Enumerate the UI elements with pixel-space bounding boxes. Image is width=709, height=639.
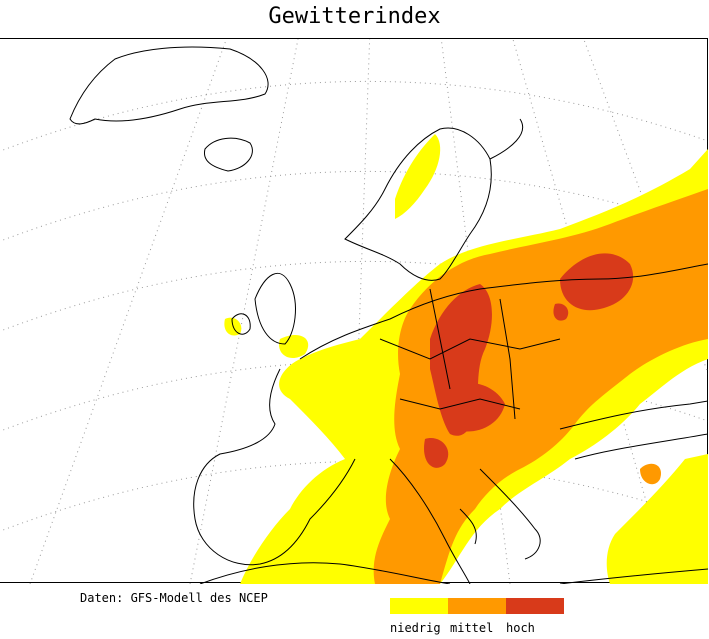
europe-map	[0, 39, 708, 584]
legend-label-high: hoch	[506, 621, 535, 635]
map-title: Gewitterindex	[268, 4, 441, 29]
legend-label-low: niedrig	[390, 621, 441, 635]
data-credit: Daten: GFS-Modell des NCEP	[80, 591, 268, 605]
legend-label-medium: mittel	[450, 621, 494, 635]
coastlines	[69, 46, 708, 584]
map-area	[0, 38, 708, 584]
legend-swatch-low	[390, 598, 448, 614]
legend-swatch-high	[506, 598, 564, 614]
legend-swatch-medium	[448, 598, 506, 614]
index-high-areas	[424, 253, 634, 468]
